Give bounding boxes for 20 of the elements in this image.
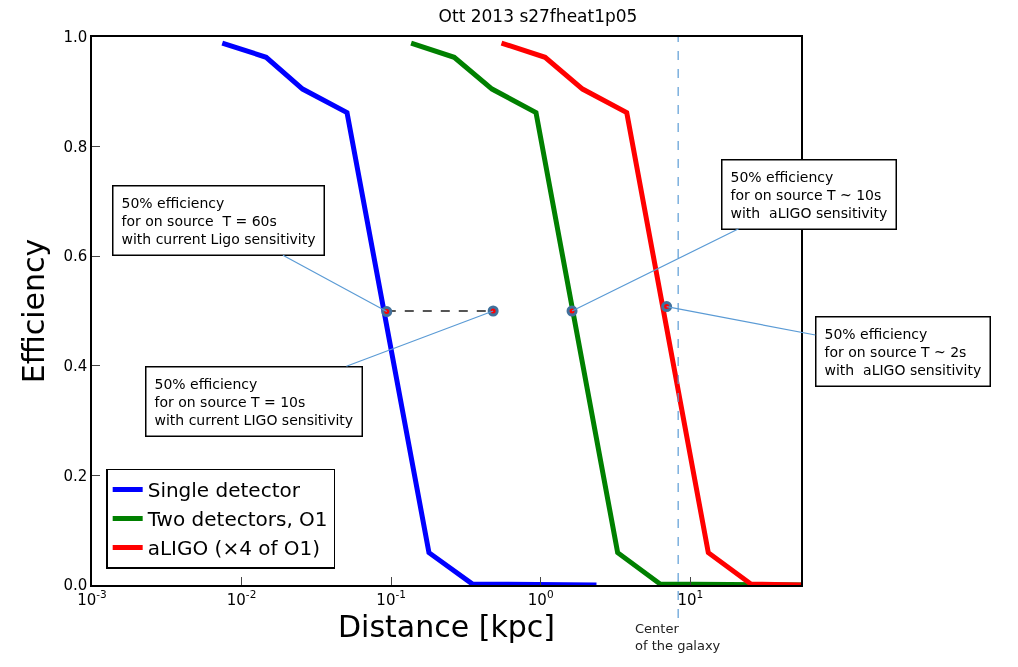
- annotation: 50% efficiency for on source T ~ 2s with aLIGO sensitivity: [824, 325, 982, 378]
- legend-label: Two detectors, O1: [146, 507, 328, 532]
- annotation: 50% efficiency for on source T = 10s with current LIGO sensitivity: [154, 375, 354, 428]
- x-tick-label: 10$^{0}$: [527, 588, 554, 609]
- x-tick-label: 10$^{-2}$: [226, 588, 257, 609]
- chart-title: Ott 2013 s27fheat1p05: [438, 5, 638, 26]
- legend-label: Single detector: [147, 478, 301, 503]
- y-tick-label: 0.4: [63, 357, 88, 376]
- y-tick-label: 0.6: [63, 247, 88, 266]
- y-tick-label: 0.8: [63, 137, 88, 156]
- annotation: 50% efficiency for on source T = 60s with current Ligo sensitivity: [121, 194, 316, 247]
- y-axis-title: Efficiency: [15, 238, 51, 384]
- x-tick-label: 10$^{-1}$: [376, 588, 406, 609]
- x-tick-label: 10$^{1}$: [677, 588, 704, 609]
- x-axis-title: Distance [kpc]: [337, 608, 556, 644]
- y-tick-label: 0.2: [63, 466, 88, 485]
- y-tick-label: 1.0: [63, 28, 88, 47]
- ref-line-label: Center of the galaxy: [635, 621, 721, 653]
- legend-label: aLIGO (×4 of O1): [147, 536, 321, 561]
- annotation: 50% efficiency for on source T ~ 10s with aLIGO sensitivity: [730, 168, 888, 221]
